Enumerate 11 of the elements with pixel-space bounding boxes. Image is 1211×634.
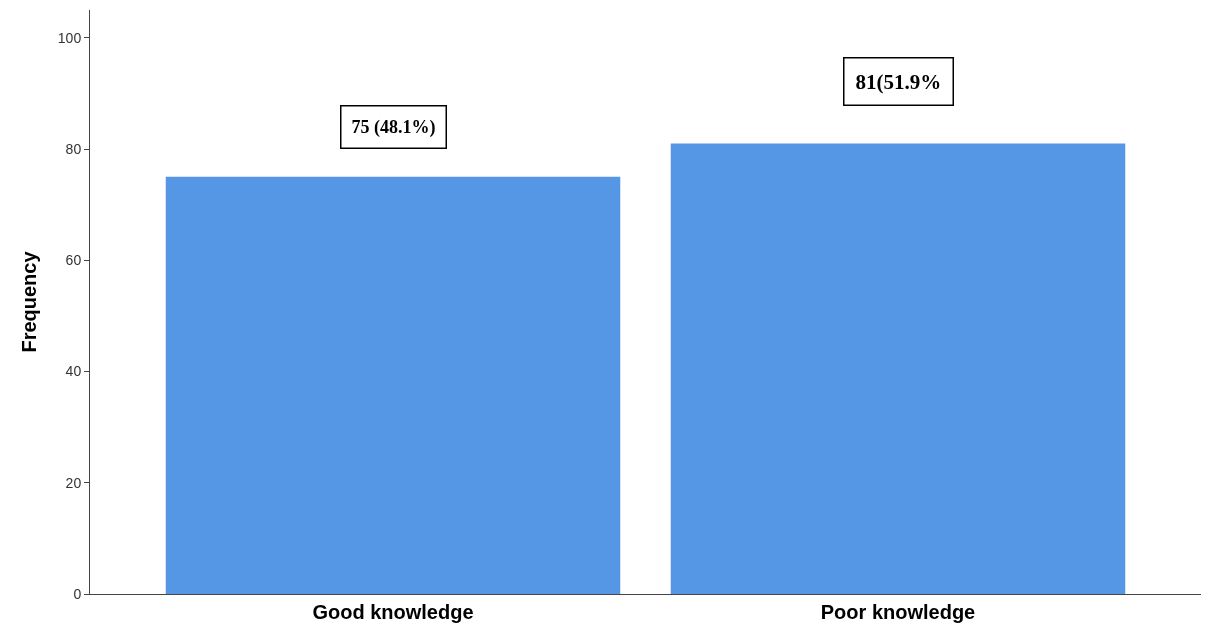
x-tick-label: Good knowledge xyxy=(312,601,474,623)
x-tick-label: Poor knowledge xyxy=(820,601,976,623)
y-tick-label: 60 xyxy=(65,252,82,269)
y-axis-title: Frequency xyxy=(18,250,41,353)
data-label: 81(51.9% xyxy=(855,69,942,94)
data-label: 75 (48.1%) xyxy=(351,116,436,138)
y-tick-label: 80 xyxy=(65,140,82,157)
y-tick-label: 100 xyxy=(57,29,82,46)
y-tick-label: 20 xyxy=(65,474,82,491)
y-tick-label: 0 xyxy=(73,585,82,602)
y-tick-label: 40 xyxy=(65,363,82,380)
